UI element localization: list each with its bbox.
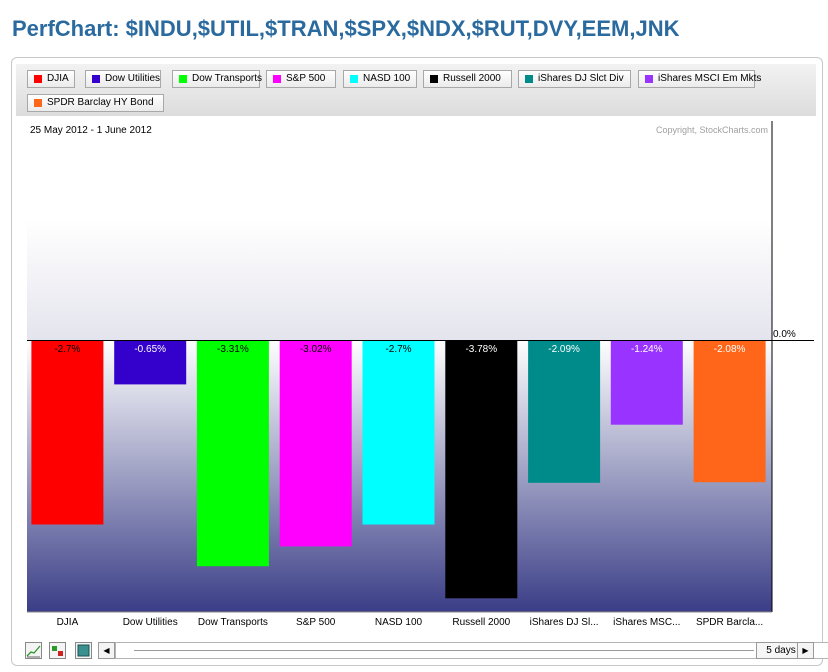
arrow-left-icon[interactable]: ◀: [98, 642, 115, 659]
bar[interactable]: [693, 340, 766, 483]
bar[interactable]: [528, 340, 601, 483]
legend-item[interactable]: NASD 100: [343, 70, 417, 88]
line-chart-icon[interactable]: [25, 642, 42, 659]
arrow-right-icon[interactable]: ▶: [797, 642, 814, 659]
copyright-label: Copyright, StockCharts.com: [656, 125, 768, 135]
bar-value-label: -2.7%: [54, 344, 80, 355]
x-tick-label: Dow Transports: [198, 617, 268, 628]
legend-swatch: [92, 75, 100, 83]
x-tick-label: iShares MSC...: [613, 617, 680, 628]
bar[interactable]: [445, 340, 518, 599]
square-icon[interactable]: [75, 642, 92, 659]
chart-toolbar: ◀ 5 days ▶: [16, 640, 828, 662]
bar[interactable]: [114, 340, 187, 385]
x-tick-label: Russell 2000: [452, 617, 510, 628]
bar[interactable]: [279, 340, 352, 547]
legend-swatch: [34, 99, 42, 107]
legend-swatch: [645, 75, 653, 83]
legend-item[interactable]: S&P 500: [266, 70, 336, 88]
bar-value-label: -2.7%: [385, 344, 411, 355]
bar[interactable]: [362, 340, 435, 525]
date-range-label: 25 May 2012 - 1 June 2012: [30, 125, 152, 136]
legend: DJIA Dow Utilities Dow Transports S&P 500 NA…: [16, 64, 816, 116]
bar-value-label: -3.78%: [465, 344, 497, 355]
legend-swatch: [525, 75, 533, 83]
bar-value-label: -3.31%: [217, 344, 249, 355]
legend-swatch: [273, 75, 281, 83]
page-title: PerfChart: $INDU,$UTIL,$TRAN,$SPX,$NDX,$…: [12, 16, 680, 41]
bar[interactable]: [196, 340, 269, 567]
scroll-slider-track[interactable]: [134, 650, 754, 651]
plot-background-upper: [27, 121, 772, 340]
bar-value-label: -0.65%: [134, 344, 166, 355]
x-tick-label: Dow Utilities: [123, 617, 178, 628]
legend-swatch: [430, 75, 438, 83]
x-tick-label: S&P 500: [296, 617, 336, 628]
bar-value-label: -2.08%: [714, 344, 746, 355]
legend-item[interactable]: Dow Utilities: [85, 70, 161, 88]
legend-item[interactable]: iShares MSCI Em Mkts: [638, 70, 761, 88]
x-tick-label: DJIA: [57, 617, 79, 628]
legend-item[interactable]: DJIA: [27, 70, 75, 88]
bar[interactable]: [610, 340, 683, 425]
bar-value-label: -1.24%: [631, 344, 663, 355]
zero-label: 0.0%: [773, 329, 796, 340]
legend-item[interactable]: iShares DJ Slct Div: [518, 70, 631, 88]
bar-value-label: -3.02%: [300, 344, 332, 355]
legend-swatch: [350, 75, 358, 83]
x-tick-label: iShares DJ Sl...: [530, 617, 599, 628]
legend-item[interactable]: Dow Transports: [172, 70, 262, 88]
legend-item[interactable]: Russell 2000: [423, 70, 512, 88]
x-tick-label: SPDR Barcla...: [696, 617, 763, 628]
legend-swatch: [179, 75, 187, 83]
bar[interactable]: [31, 340, 104, 525]
legend-swatch: [34, 75, 42, 83]
bar-value-label: -2.09%: [548, 344, 580, 355]
x-tick-label: NASD 100: [375, 617, 423, 628]
legend-item[interactable]: SPDR Barclay HY Bond: [27, 94, 164, 112]
bar-chart-icon[interactable]: [49, 642, 66, 659]
